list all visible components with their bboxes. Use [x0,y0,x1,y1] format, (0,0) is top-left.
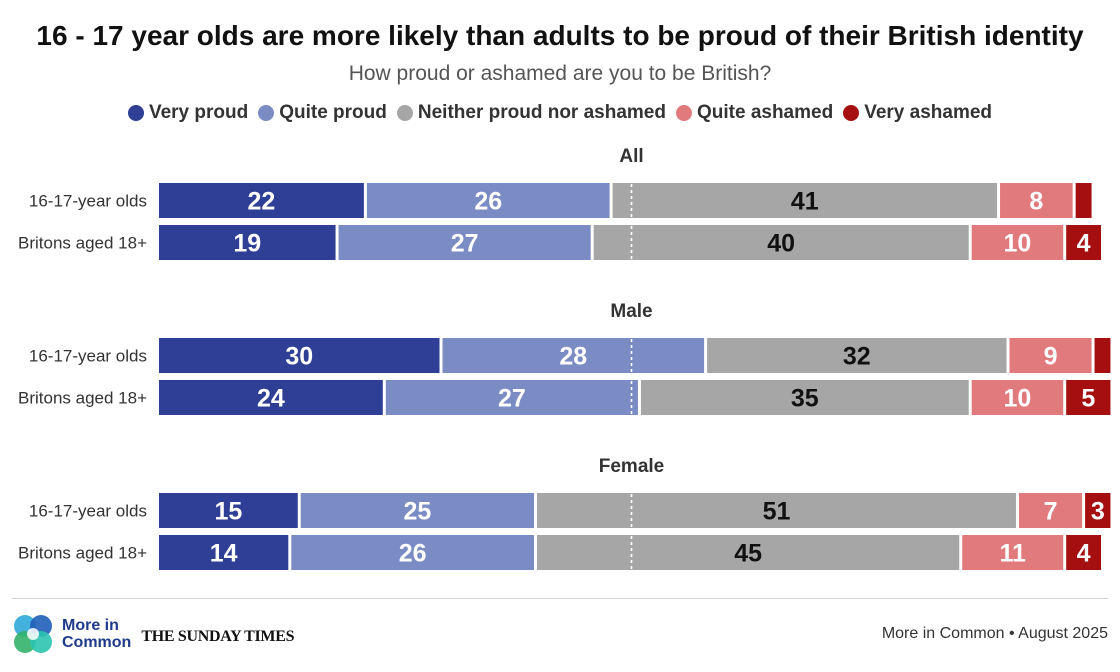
data-label: 19 [233,230,261,258]
more-in-common-logo-icon [14,615,52,653]
bar-segment [1075,183,1092,218]
row-label: Britons aged 18+ [18,234,147,253]
data-label: 40 [767,230,795,258]
bar-segment [537,493,1016,528]
data-label: 8 [1029,188,1043,216]
bar-segment [1000,183,1073,218]
data-label: 28 [559,343,587,371]
bar-segment [291,535,534,570]
chart-title: 16 - 17 year olds are more likely than a… [36,20,1084,51]
data-label: 24 [257,385,285,413]
data-label: 51 [763,498,791,526]
bar-segment [159,225,336,260]
bar-segment [385,380,638,415]
bar-segment [1009,338,1092,373]
row-label: 16-17-year olds [29,502,147,521]
bar-segment [1094,338,1111,373]
bar-segment [159,380,383,415]
legend-label: Very proud [148,102,249,123]
legend-label: Neither proud nor ashamed [417,102,666,123]
logo-line-1: More in [62,617,119,634]
legend-label: Very ashamed [864,102,993,123]
data-label: 26 [474,188,502,216]
bar-segment [1066,225,1101,260]
bar-segment [442,338,705,373]
data-label: 9 [1044,343,1058,371]
legend: Very proud Quite proud Neither proud nor… [0,102,1120,124]
legend-swatch [258,105,275,121]
data-label: 35 [791,385,819,413]
source-note: More in Common • August 2025 [881,625,1108,642]
bar-segment [159,338,440,373]
row-label: 16-17-year olds [29,347,147,366]
bar-segment [971,380,1064,415]
chart-subtitle: How proud or ashamed are you to be Briti… [348,62,772,85]
row-label: 16-17-year olds [29,192,147,211]
legend-swatch [843,105,860,121]
legend-swatch [127,105,144,121]
row-label: Britons aged 18+ [18,389,147,408]
data-label: 7 [1044,498,1058,526]
bar-segment [1066,535,1101,570]
row-label: Britons aged 18+ [18,544,147,563]
legend-item-quite-proud: Quite proud [258,102,387,124]
data-label: 27 [451,230,479,258]
sunday-times-logo: THE SUNDAY TIMES [141,628,295,645]
legend-item-very-ashamed: Very ashamed [843,102,992,124]
bar-segment [593,225,969,260]
bar-segment [1085,493,1111,528]
bar-segment [338,225,591,260]
footer-divider [12,598,1108,599]
bar-segment [1066,380,1111,415]
bar-segment [612,183,998,218]
bar-segment [300,493,534,528]
bar-segment [707,338,1007,373]
data-label: 15 [214,498,242,526]
bar-segment [366,183,610,218]
bar-segment [537,535,960,570]
data-label: 3 [1091,498,1105,526]
data-label: 45 [734,540,762,568]
bar-segment [159,183,364,218]
data-label: 27 [498,385,526,413]
data-label: 32 [843,343,871,371]
bar-segment [971,225,1064,260]
data-label: 4 [1077,230,1091,258]
legend-label: Quite proud [279,102,387,123]
data-label: 5 [1081,385,1095,413]
more-in-common-logo-text: More in Common [62,617,131,651]
data-label: 10 [1004,230,1032,258]
legend-swatch [675,105,692,121]
data-label: 41 [791,188,819,216]
bar-segment [1018,493,1083,528]
group-title: All [619,146,643,167]
legend-item-quite-ashamed: Quite ashamed [675,102,834,124]
group-title: Male [610,301,652,322]
data-label: 14 [210,540,238,568]
stacked-bar-chart: All 16-17-year olds 22 26 41 8 Britons aged 18… [18,146,1111,570]
data-label: 25 [403,498,431,526]
legend-label: Quite ashamed [696,102,834,123]
data-label: 30 [285,343,313,371]
bar-segment [640,380,969,415]
data-label: 10 [1004,385,1032,413]
group-title: Female [599,456,664,477]
data-label: 4 [1077,540,1091,568]
legend-swatch [396,105,413,121]
data-label: 11 [1000,540,1027,568]
bar-segment [159,535,289,570]
legend-item-neither: Neither proud nor ashamed [396,102,666,124]
bar-segment [962,535,1064,570]
footer-logos: More in Common THE SUNDAY TIMES [12,612,295,656]
logo-line-2: Common [62,634,132,651]
legend-item-very-proud: Very proud [127,102,249,124]
bar-segment [159,493,298,528]
data-label: 22 [248,188,276,216]
data-label: 26 [399,540,427,568]
